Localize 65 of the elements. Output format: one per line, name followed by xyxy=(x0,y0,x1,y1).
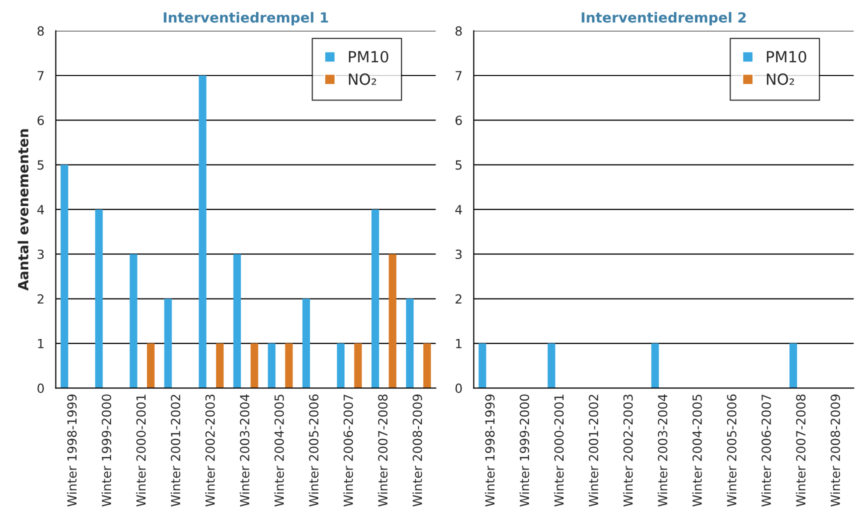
y-tick-label: 8 xyxy=(456,26,462,36)
bar xyxy=(146,343,155,388)
y-tick-label: 3 xyxy=(456,250,462,260)
chart-title: Interventiedrempel 1 xyxy=(164,12,328,26)
x-tick-label: Winter 2006-2007 xyxy=(343,394,354,507)
x-tick-label: Winter 1998-1999 xyxy=(66,394,77,507)
x-tick-label: Winter 2000-2001 xyxy=(554,394,564,507)
legend-label: NO₂ xyxy=(348,73,376,85)
x-tick-label: Winter 2004-2005 xyxy=(274,394,284,507)
y-tick-label: 0 xyxy=(38,384,44,393)
x-tick-label: Winter 2000-2001 xyxy=(136,394,146,507)
y-tick-label: 8 xyxy=(38,26,44,36)
bar xyxy=(250,343,258,388)
bar xyxy=(233,254,241,388)
legend-label: PM10 xyxy=(348,50,388,63)
y-tick-label: 3 xyxy=(38,250,44,260)
bar xyxy=(388,254,396,388)
x-tick-label: Winter 2007-2008 xyxy=(796,394,806,507)
y-tick-label: 2 xyxy=(456,294,462,304)
bar xyxy=(371,209,380,388)
bar xyxy=(130,254,138,388)
x-tick-label: Winter 2003-2004 xyxy=(658,394,668,507)
x-tick-label: Winter 2006-2007 xyxy=(761,394,771,507)
x-tick-label: Winter 1999-2000 xyxy=(520,394,530,507)
x-tick-label: Winter 2008-2009 xyxy=(412,394,422,507)
x-tick-label: Winter 2002-2003 xyxy=(623,394,633,507)
y-tick-label: 4 xyxy=(37,205,44,214)
y-tick-label: 4 xyxy=(455,205,462,214)
x-tick-label: Winter 2005-2006 xyxy=(726,394,736,507)
x-tick-label: Winter 2007-2008 xyxy=(378,394,388,507)
legend-label: PM10 xyxy=(766,50,806,63)
legend-label: NO₂ xyxy=(766,73,794,85)
bar xyxy=(336,343,345,388)
bar xyxy=(60,164,68,388)
x-tick-label: Winter 2001-2002 xyxy=(170,394,180,507)
bar xyxy=(216,343,224,388)
y-tick-label: 2 xyxy=(38,294,44,304)
bar xyxy=(406,298,414,388)
bar xyxy=(95,209,103,388)
y-tick-label: 1 xyxy=(38,339,44,348)
y-tick-label: 6 xyxy=(38,116,44,126)
y-axis-title: Aantal evenementen xyxy=(18,129,28,291)
bar xyxy=(302,298,310,388)
y-tick-label: 7 xyxy=(456,71,462,80)
x-tick-label: Winter 2005-2006 xyxy=(308,394,318,507)
bar xyxy=(198,75,206,388)
x-tick-label: Winter 1999-2000 xyxy=(102,394,112,507)
y-tick-label: 0 xyxy=(456,384,462,393)
x-tick-label: Winter 2001-2002 xyxy=(588,394,598,507)
bar xyxy=(354,343,362,388)
x-tick-label: Winter 2004-2005 xyxy=(692,394,702,507)
x-tick-label: Winter 1998-1999 xyxy=(484,394,495,507)
x-tick-label: Winter 2008-2009 xyxy=(830,394,840,507)
y-tick-label: 6 xyxy=(456,116,462,126)
x-tick-label: Winter 2003-2004 xyxy=(240,394,250,507)
bar xyxy=(285,343,293,388)
y-tick-label: 5 xyxy=(38,160,44,170)
y-tick-label: 1 xyxy=(456,339,462,348)
y-tick-label: 7 xyxy=(38,71,44,80)
bar xyxy=(268,343,276,388)
x-tick-label: Winter 2002-2003 xyxy=(205,394,215,507)
chart-title: Interventiedrempel 2 xyxy=(582,12,746,26)
bar xyxy=(423,343,431,388)
bar xyxy=(164,298,172,388)
y-tick-label: 5 xyxy=(456,160,462,170)
